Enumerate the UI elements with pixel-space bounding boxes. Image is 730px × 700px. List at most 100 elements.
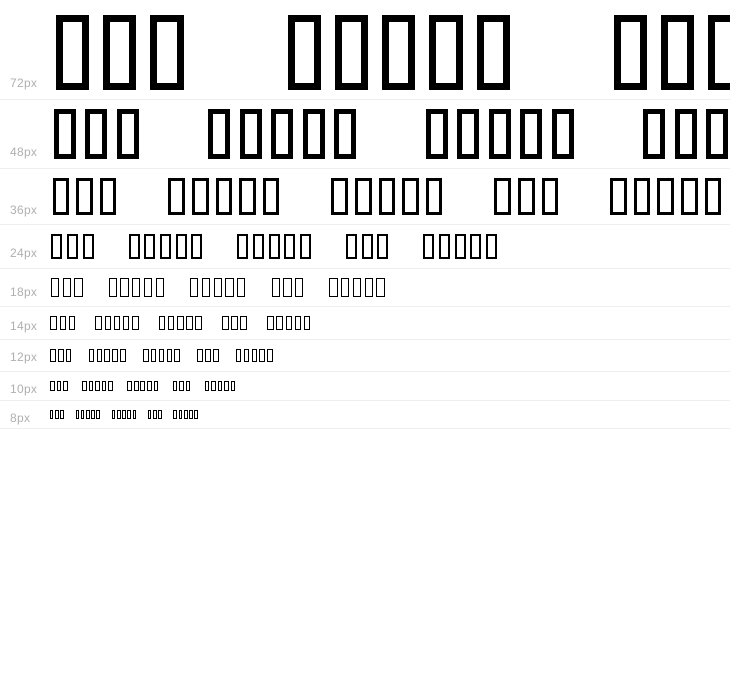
notdef-box-glyph <box>231 315 238 331</box>
sample-word <box>111 410 137 419</box>
notdef-box-glyph <box>425 177 443 216</box>
sample-text <box>49 380 236 392</box>
notdef-box-glyph <box>485 234 497 260</box>
notdef-box-glyph <box>67 234 79 260</box>
notdef-box-glyph <box>127 380 132 392</box>
notdef-box-glyph <box>283 278 292 297</box>
notdef-box-glyph <box>120 278 129 297</box>
sample-text <box>49 349 273 362</box>
notdef-box-glyph <box>88 349 95 362</box>
notdef-box-glyph <box>143 349 149 362</box>
notdef-box-glyph <box>377 234 389 260</box>
sample-word <box>197 349 219 362</box>
notdef-box-glyph <box>345 234 357 260</box>
notdef-box-glyph <box>494 177 511 216</box>
notdef-box-glyph <box>195 315 202 331</box>
notdef-box-glyph <box>378 177 396 216</box>
notdef-box-glyph <box>355 177 372 216</box>
notdef-box-glyph <box>454 234 466 260</box>
notdef-box-glyph <box>708 15 730 90</box>
notdef-box-glyph <box>657 177 674 216</box>
notdef-box-glyph <box>217 380 223 392</box>
notdef-box-glyph <box>166 349 173 362</box>
font-size-label-text: 48px <box>10 145 38 160</box>
notdef-box-glyph <box>155 278 165 297</box>
notdef-box-glyph <box>423 234 435 260</box>
notdef-box-glyph <box>294 315 302 331</box>
notdef-box-glyph <box>82 380 87 392</box>
font-size-label: 24px <box>10 238 37 262</box>
notdef-box-glyph <box>194 410 199 419</box>
notdef-box-glyph <box>177 315 184 331</box>
notdef-box-glyph <box>271 278 280 297</box>
notdef-box-glyph <box>174 349 180 362</box>
notdef-box-glyph <box>103 15 137 90</box>
notdef-box-glyph <box>259 349 265 362</box>
notdef-box-glyph <box>178 410 183 419</box>
sample-word <box>190 278 246 297</box>
notdef-box-glyph <box>190 278 199 297</box>
notdef-box-glyph <box>158 410 162 419</box>
sample-word <box>168 177 280 216</box>
sample-word <box>51 234 94 260</box>
notdef-box-glyph <box>147 410 152 419</box>
font-size-label: 12px <box>10 351 37 363</box>
notdef-box-glyph <box>122 315 130 331</box>
notdef-box-glyph <box>271 108 294 159</box>
notdef-box-glyph <box>167 315 175 331</box>
sample-word <box>128 234 203 260</box>
notdef-box-glyph <box>132 315 139 331</box>
waterfall-row: 24px <box>0 225 730 270</box>
waterfall-row: 18px <box>0 269 730 307</box>
notdef-box-glyph <box>488 108 511 159</box>
notdef-box-glyph <box>76 177 93 216</box>
notdef-box-glyph <box>80 410 85 419</box>
notdef-box-glyph <box>610 177 627 216</box>
notdef-box-glyph <box>95 380 100 392</box>
notdef-box-glyph <box>215 177 233 216</box>
notdef-box-glyph <box>183 410 188 419</box>
notdef-box-glyph <box>85 108 108 159</box>
notdef-box-glyph <box>140 380 146 392</box>
notdef-box-glyph <box>116 410 121 419</box>
waterfall-row: 72px <box>0 0 730 100</box>
notdef-box-glyph <box>470 234 482 260</box>
notdef-box-glyph <box>425 108 448 159</box>
notdef-box-glyph <box>402 177 419 216</box>
notdef-box-glyph <box>128 234 140 260</box>
notdef-box-glyph <box>208 108 231 159</box>
notdef-box-glyph <box>179 380 184 392</box>
notdef-box-glyph <box>240 315 247 331</box>
sample-word <box>50 349 72 362</box>
sample-word <box>345 234 389 260</box>
notdef-box-glyph <box>68 315 76 331</box>
notdef-box-glyph <box>633 177 651 216</box>
notdef-box-glyph <box>185 380 191 392</box>
notdef-box-glyph <box>230 380 236 392</box>
notdef-box-glyph <box>113 315 121 331</box>
font-waterfall: 72px 48px 36px 24px 18px 14px 12 <box>0 0 730 429</box>
notdef-box-glyph <box>225 278 234 297</box>
notdef-box-glyph <box>334 108 357 159</box>
notdef-box-glyph <box>295 278 304 297</box>
notdef-box-glyph <box>175 234 187 260</box>
notdef-box-glyph <box>204 380 210 392</box>
sample-text <box>49 108 730 159</box>
notdef-box-glyph <box>186 315 193 331</box>
sample-word <box>235 349 273 362</box>
sample-word <box>204 380 236 392</box>
notdef-box-glyph <box>99 177 117 216</box>
notdef-box-glyph <box>189 410 193 419</box>
notdef-box-glyph <box>55 410 59 419</box>
sample-word <box>329 278 385 297</box>
notdef-box-glyph <box>376 278 385 297</box>
notdef-box-glyph <box>329 278 338 297</box>
notdef-box-glyph <box>224 380 229 392</box>
notdef-box-glyph <box>614 15 648 90</box>
notdef-box-glyph <box>132 410 137 419</box>
notdef-box-glyph <box>50 278 60 297</box>
sample-word <box>95 315 139 331</box>
sample-word <box>331 177 443 216</box>
notdef-box-glyph <box>96 349 103 362</box>
notdef-box-glyph <box>197 349 203 362</box>
